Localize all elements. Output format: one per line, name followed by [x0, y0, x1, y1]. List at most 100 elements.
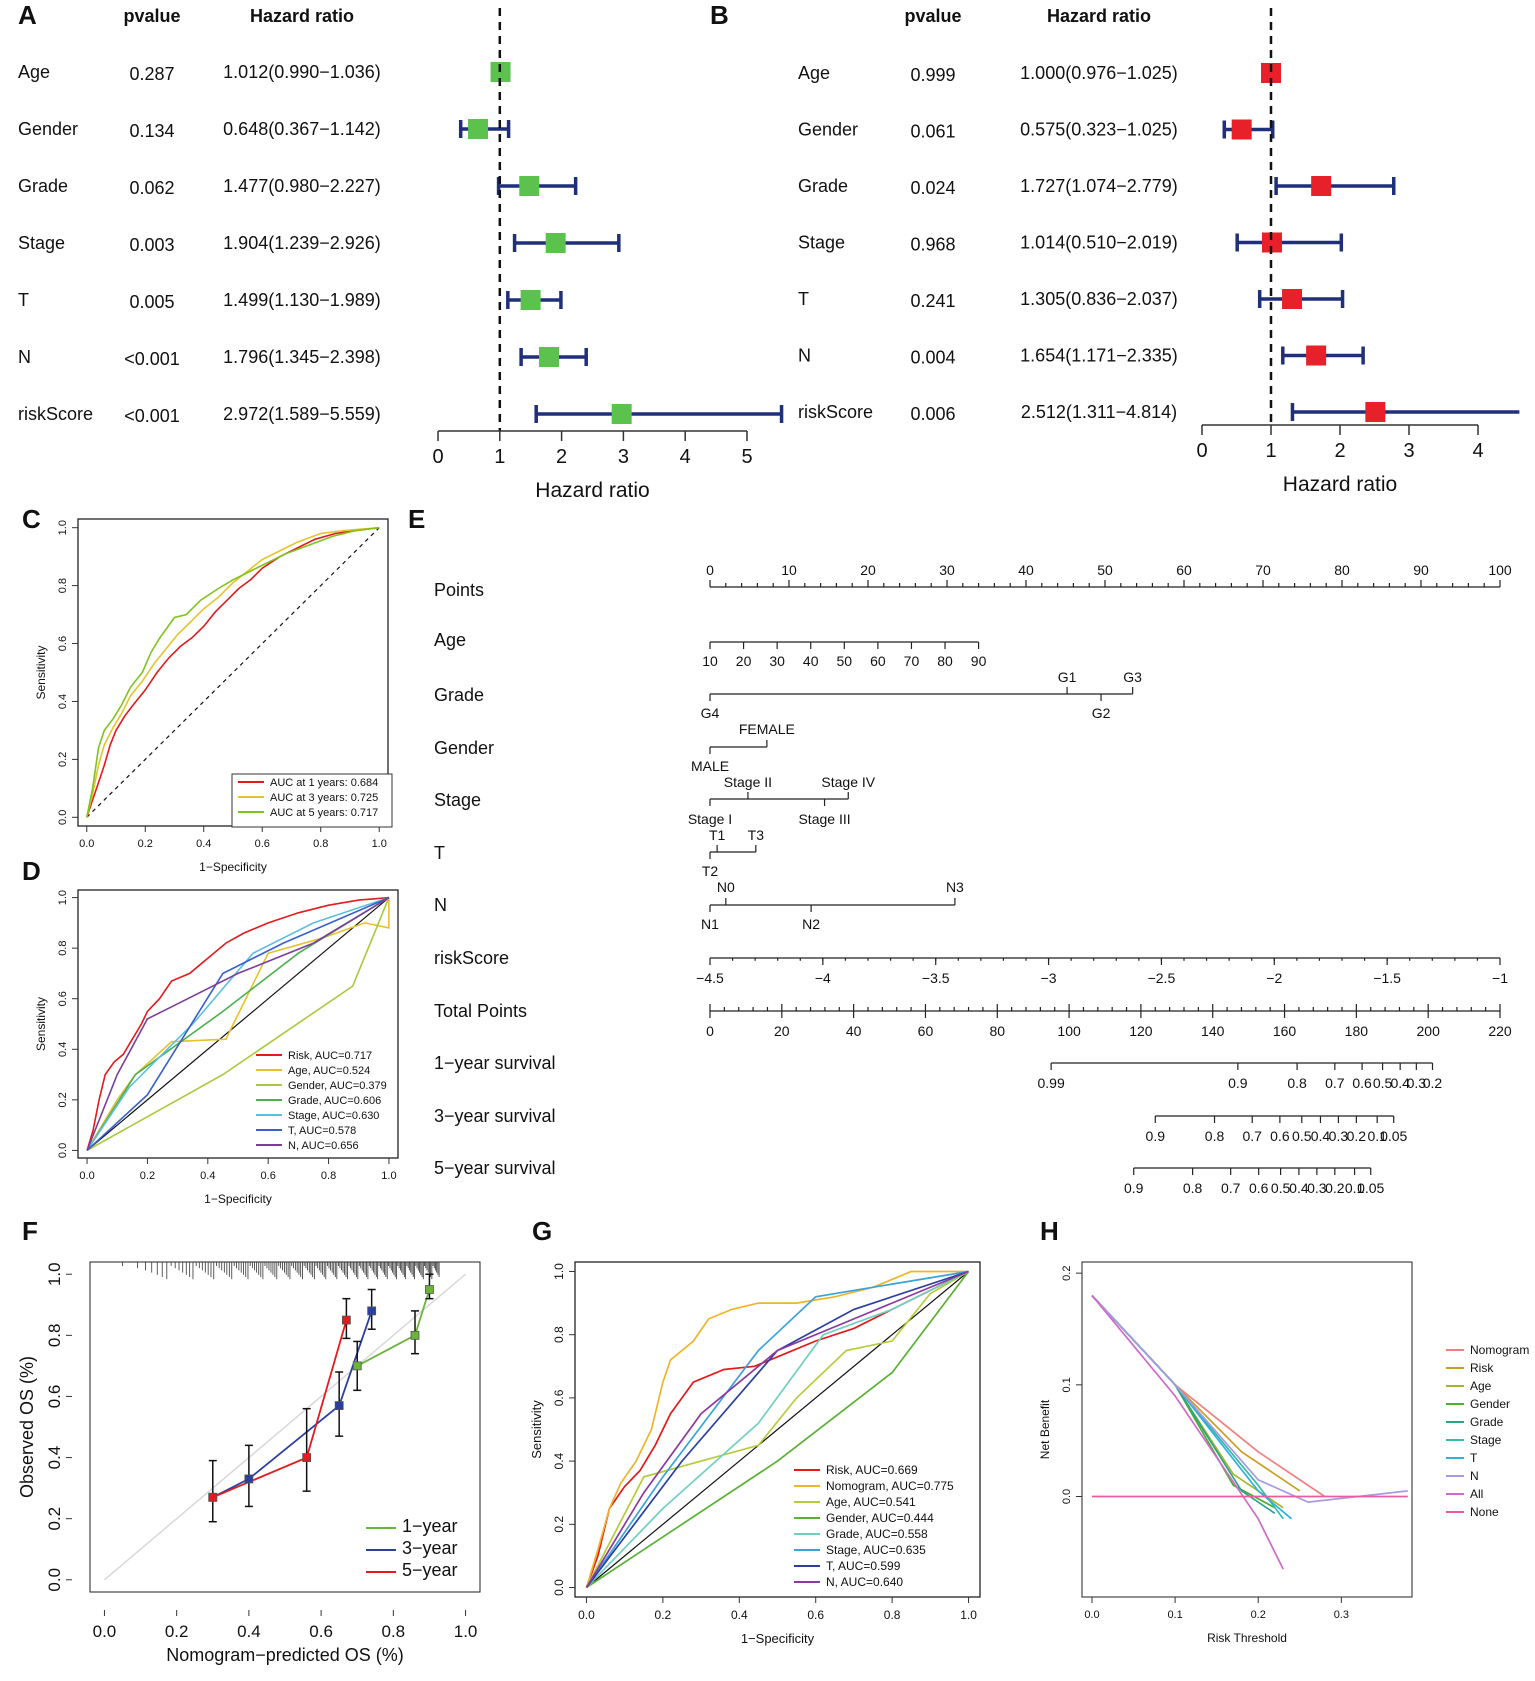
hr-marker [538, 347, 559, 367]
survival-tick-label: 0.2 [1325, 1180, 1345, 1196]
panel-label-c: C [22, 504, 41, 534]
panel-label-f: F [22, 1216, 38, 1246]
age-tick-label: 60 [870, 653, 886, 669]
series-line [1091, 1294, 1301, 1492]
legend-entry: N [1470, 1469, 1479, 1483]
y-tick-label: 1.0 [552, 1263, 566, 1280]
y-tick-label: 0.6 [57, 991, 69, 1006]
survival-tick-label: 0.5 [1292, 1128, 1312, 1144]
total-points-tick-label: 40 [846, 1023, 862, 1039]
panel-label-b: B [710, 0, 729, 30]
hr-marker [1365, 402, 1386, 422]
y-tick-label: 0.4 [57, 694, 69, 709]
survival-tick-label: 0.7 [1242, 1128, 1262, 1144]
calibration-point [302, 1453, 312, 1462]
calibration-point [425, 1285, 434, 1294]
survival-tick-label: 0.6 [1270, 1128, 1290, 1144]
legend-entry: T [1470, 1451, 1478, 1465]
calibration-point [410, 1330, 420, 1340]
row-label: Gender [798, 120, 858, 140]
N-tick-label: N3 [946, 879, 964, 895]
y-tick-label: 0.2 [552, 1516, 566, 1533]
legend-entry: Stage, AUC=0.635 [826, 1543, 926, 1557]
legend-entry: Age, AUC=0.541 [826, 1495, 916, 1509]
calibration-point [341, 1315, 351, 1325]
survival-tick-label: 0.2 [1423, 1075, 1443, 1091]
x-axis-title: 1−Specificity [204, 1192, 272, 1206]
survival-tick-label: 0.6 [1249, 1180, 1269, 1196]
points-tick-label: 10 [781, 562, 797, 578]
nomogram-row-label: Age [434, 630, 466, 650]
x-tick-label: 4 [1472, 440, 1483, 462]
survival-tick-label: 0.9 [1228, 1075, 1248, 1091]
row-label: riskScore [18, 404, 93, 424]
y-tick-label: 0.0 [552, 1579, 566, 1596]
points-tick-label: 90 [1413, 562, 1429, 578]
y-tick-label: 0.1 [1061, 1377, 1073, 1392]
survival-tick-label: 0.4 [1289, 1180, 1309, 1196]
points-tick-label: 40 [1018, 562, 1034, 578]
x-tick-label: 0.2 [1251, 1609, 1266, 1621]
grade-tick-label: G2 [1092, 705, 1111, 721]
row-label: Stage [798, 233, 845, 253]
x-tick-label: 2 [556, 446, 567, 468]
survival-tick-label: 0.8 [1205, 1128, 1225, 1144]
row-hr-text: 1.499(1.130−1.989) [223, 290, 381, 310]
nomogram-row-label: Grade [434, 685, 484, 705]
riskscore-tick-label: −4 [815, 970, 831, 986]
x-axis-title: Hazard ratio [535, 479, 649, 502]
x-tick-label: 0.6 [807, 1608, 824, 1622]
total-points-tick-label: 20 [774, 1023, 790, 1039]
row-pvalue: <0.001 [124, 406, 180, 426]
legend-entry: Risk, AUC=0.717 [288, 1050, 372, 1062]
series-line [1091, 1294, 1408, 1503]
x-tick-label: 0.8 [321, 1170, 336, 1182]
series-line [585, 1270, 969, 1588]
calibration-point [244, 1474, 254, 1484]
y-tick-label: 0.0 [57, 810, 69, 825]
row-hr-text: 2.972(1.589−5.559) [223, 404, 381, 424]
y-axis-title: Observed OS (%) [17, 1356, 37, 1498]
total-points-tick-label: 0 [706, 1023, 714, 1039]
survival-tick-label: 0.8 [1287, 1075, 1307, 1091]
legend-entry: 1−year [402, 1516, 458, 1536]
age-tick-label: 40 [803, 653, 819, 669]
nomogram-row-label: N [434, 895, 447, 915]
y-tick-label: 0.8 [57, 578, 69, 593]
panel-label-a: A [18, 0, 37, 30]
y-tick-label: 0.6 [57, 636, 69, 651]
series-line [86, 896, 389, 1151]
grade-tick-label: G1 [1058, 669, 1077, 685]
y-tick-label: 1.0 [45, 1262, 64, 1286]
survival-tick-label: 0.7 [1325, 1075, 1345, 1091]
total-points-tick-label: 200 [1417, 1023, 1441, 1039]
hr-marker [611, 404, 632, 424]
riskscore-tick-label: −3 [1041, 970, 1057, 986]
stage-tick-label: Stage I [688, 811, 732, 827]
x-tick-label: 0.6 [309, 1622, 333, 1641]
nomogram-row-label: T [434, 843, 445, 863]
total-points-tick-label: 80 [989, 1023, 1005, 1039]
row-label: Grade [798, 176, 848, 196]
legend-entry: Stage, AUC=0.630 [288, 1110, 379, 1122]
points-tick-label: 60 [1176, 562, 1192, 578]
y-tick-label: 0.6 [45, 1385, 64, 1409]
x-tick-label: 0.0 [1084, 1609, 1099, 1621]
x-tick-label: 0.4 [196, 838, 211, 850]
x-axis-title: Risk Threshold [1207, 1631, 1287, 1645]
hr-marker [545, 233, 566, 253]
row-pvalue: 0.134 [129, 121, 174, 141]
row-label: Stage [18, 233, 65, 253]
total-points-tick-label: 100 [1057, 1023, 1081, 1039]
survival-tick-label: 0.05 [1357, 1180, 1384, 1196]
row-pvalue: 0.005 [129, 292, 174, 312]
hr-marker [520, 290, 541, 310]
row-pvalue: <0.001 [124, 349, 180, 369]
row-hr-text: 2.512(1.311−4.814) [1021, 402, 1177, 422]
stage-tick-label: Stage III [798, 811, 850, 827]
points-tick-label: 100 [1488, 562, 1512, 578]
series-line [86, 526, 380, 818]
legend-entry: Stage [1470, 1433, 1502, 1447]
T-tick-label: T3 [748, 827, 765, 843]
row-label: T [798, 289, 809, 309]
